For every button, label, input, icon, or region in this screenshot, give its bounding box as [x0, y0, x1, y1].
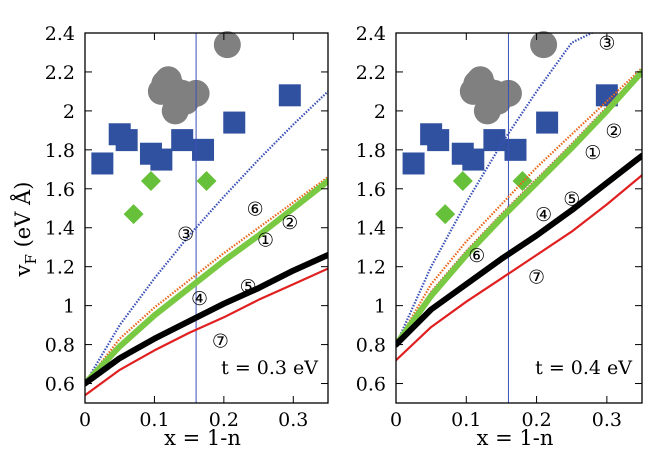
x-tick-label: 0.1 [139, 409, 169, 431]
x-tick-label: 0.3 [592, 409, 622, 431]
scatter-circle-point [473, 97, 501, 125]
scatter-diamond-point [140, 171, 161, 191]
y-tick-label: 1.8 [45, 140, 75, 162]
scatter-circle-point [213, 31, 241, 59]
y-tick-label: 2.2 [356, 62, 386, 84]
curve-number-label: ⑥ [247, 198, 264, 220]
series-line-7 [396, 174, 642, 362]
y-axis-label-main: v [11, 264, 35, 277]
y-tick-label: 2 [63, 101, 75, 123]
hopping-annotation: t = 0.4 eV [535, 357, 632, 379]
curve-number-label: ③ [177, 224, 194, 246]
curve-number-label: ⑦ [212, 331, 229, 353]
curve-number-label: ⑤ [240, 276, 257, 298]
curve-number-label: ① [584, 142, 601, 164]
curve-number-label: ② [605, 120, 622, 142]
left-panel: ⑥②① ③ ⑤ ④⑦ 0.6 0.8 1 1.2 1.4 1.6 1.8 2 2.2 2.4 0 0.1 0.2… [45, 23, 329, 450]
series-line-2 [85, 176, 328, 385]
y-tick-label: 2.4 [45, 23, 75, 45]
scatter-square-point [192, 138, 215, 161]
scatter-diamond-point [435, 204, 456, 225]
curve-number-label: ③ [598, 33, 615, 55]
curve-number-label: ⑦ [528, 266, 545, 288]
x-axis-label: x = 1-n [164, 426, 241, 450]
scatter-square-point [427, 129, 450, 152]
x-tick-label: 0.2 [521, 409, 551, 431]
curve-number-label: ① [257, 229, 274, 251]
y-tick-label: 1.6 [356, 179, 386, 201]
right-panel: ③ ②① ⑤④ ⑥ ⑦ 0.6 0.8 1 1.2 1.4 1.6 1.8 2 2.2 2.4 0 0.1 0.2… [356, 23, 643, 450]
scatter-square-point [462, 148, 485, 171]
scatter-diamond-point [452, 171, 473, 191]
plot-frame [395, 32, 643, 404]
x-axis-label: x = 1-n [477, 426, 554, 450]
scatter-square-point [171, 129, 194, 152]
y-tick-label: 1 [374, 296, 386, 318]
scatter-diamond-point [196, 171, 217, 191]
series-line-7 [85, 267, 328, 397]
curve-number-label: ⑤ [563, 189, 580, 211]
y-tick-label: 1.8 [356, 140, 386, 162]
scatter-square-point [278, 84, 301, 107]
x-tick-label: 0.1 [451, 409, 481, 431]
scatter-circle-point [530, 31, 558, 59]
plot-frame [84, 32, 329, 404]
scatter-square-point [504, 138, 527, 161]
y-tick-label: 1.2 [356, 257, 386, 279]
y-tick-label: 1.4 [356, 218, 386, 240]
x-tick-label: 0.3 [278, 409, 308, 431]
y-axis-label: vF (eV Å) [10, 182, 40, 278]
y-tick-label: 1 [63, 296, 75, 318]
scatter-diamond-point [123, 204, 144, 225]
series-line-6 [85, 252, 328, 387]
curve-number-label: ④ [535, 204, 552, 226]
y-axis-label-sub: F [22, 254, 40, 264]
x-tick-label: 0 [79, 409, 91, 431]
series-line-6 [396, 152, 642, 348]
y-tick-label: 2.2 [45, 62, 75, 84]
scatter-square-point [223, 111, 246, 134]
series-line-1 [85, 90, 328, 385]
y-tick-label: 2.4 [356, 23, 386, 45]
y-tick-label: 1.4 [45, 218, 75, 240]
series-line-4 [396, 68, 642, 348]
y-axis-label-units: (eV Å) [10, 182, 35, 255]
scatter-square-point [536, 111, 559, 134]
y-tick-label: 0.6 [45, 374, 75, 396]
series-line-2 [396, 67, 642, 346]
x-tick-label: 0 [390, 409, 402, 431]
curve-number-label: ② [281, 212, 298, 234]
scatter-square-point [402, 152, 425, 175]
x-tick-label: 0.2 [209, 409, 239, 431]
y-tick-label: 0.8 [45, 335, 75, 357]
y-tick-label: 1.2 [45, 257, 75, 279]
scatter-square-point [483, 129, 506, 152]
scatter-circle-point [147, 77, 175, 105]
y-tick-label: 2 [374, 101, 386, 123]
scatter-square-point [115, 129, 138, 152]
scatter-circle-point [459, 77, 487, 105]
y-tick-label: 0.6 [356, 374, 386, 396]
y-tick-label: 0.8 [356, 335, 386, 357]
curve-number-label: ④ [191, 288, 208, 310]
series-line-1 [396, 33, 595, 346]
curve-number-label: ⑥ [468, 245, 485, 267]
scatter-circle-point [161, 97, 189, 125]
hopping-annotation: t = 0.3 eV [221, 357, 318, 379]
series-line-4 [85, 178, 328, 387]
scatter-square-point [91, 152, 114, 175]
scatter-square-point [150, 148, 173, 171]
y-tick-label: 1.6 [45, 179, 75, 201]
